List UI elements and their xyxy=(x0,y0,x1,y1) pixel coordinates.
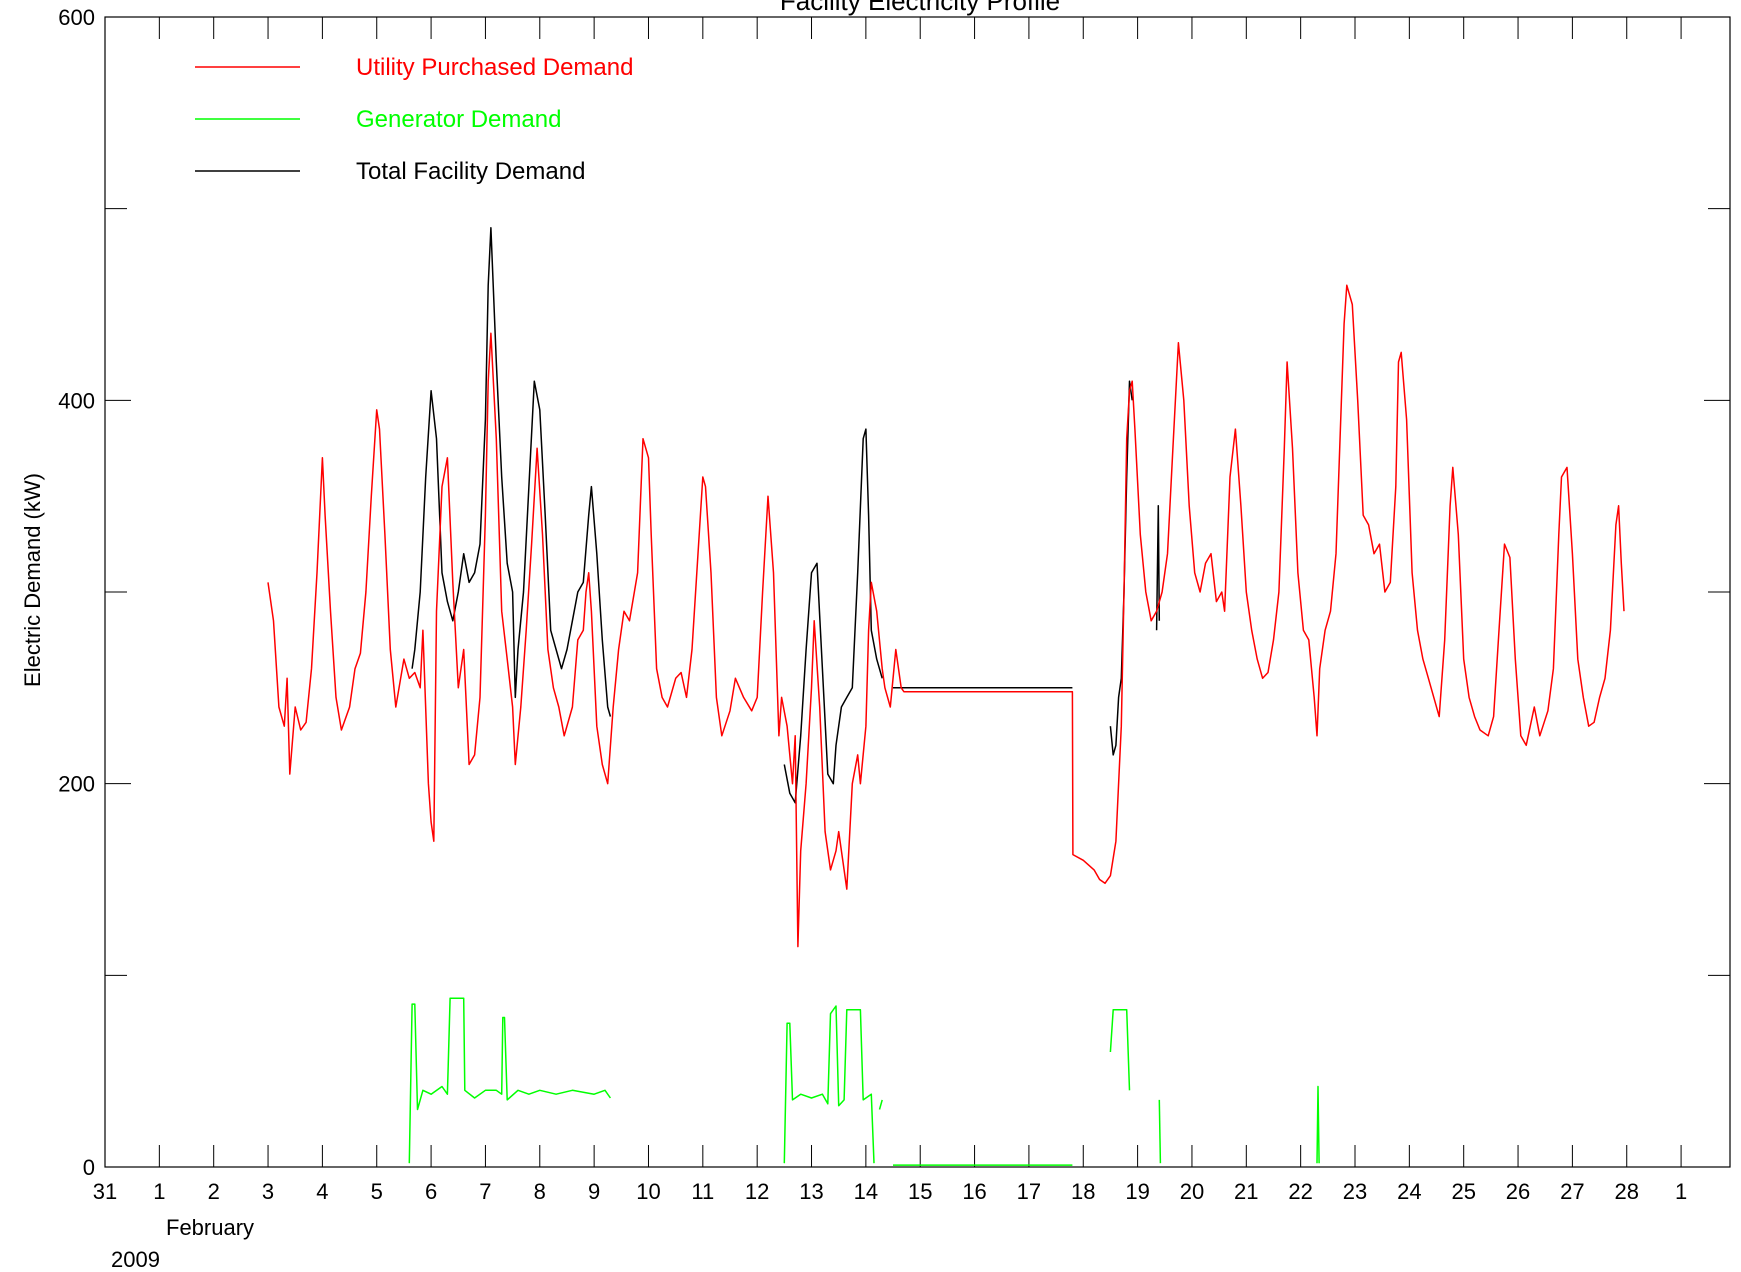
chart-title: Facility Electricity Profile xyxy=(780,0,1060,16)
month-label: February xyxy=(166,1215,254,1240)
y-tick-label: 600 xyxy=(58,5,95,30)
y-tick-label: 0 xyxy=(83,1155,95,1180)
series-layer xyxy=(267,227,1625,1166)
series-line-total-facility-demand xyxy=(1155,505,1161,631)
year-label: 2009 xyxy=(111,1247,160,1272)
legend-label-utility-purchased-demand: Utility Purchased Demand xyxy=(356,54,633,81)
x-tick-label: 10 xyxy=(636,1179,660,1204)
y-axis-title: Electric Demand (kW) xyxy=(20,473,45,687)
x-tick-label: 28 xyxy=(1614,1179,1638,1204)
x-tick-label: 25 xyxy=(1451,1179,1475,1204)
series-line-total-facility-demand xyxy=(411,227,612,717)
series-line-generator-demand xyxy=(1316,1085,1320,1164)
legend: Utility Purchased Demand Generator Demand… xyxy=(195,54,633,185)
x-tick-label: 19 xyxy=(1125,1179,1149,1204)
x-tick-label: 1 xyxy=(1675,1179,1687,1204)
series-line-generator-demand xyxy=(878,1099,883,1110)
x-tick-label: 1 xyxy=(153,1179,165,1204)
series-line-generator-demand xyxy=(1158,1099,1162,1164)
legend-label-total-facility-demand: Total Facility Demand xyxy=(356,158,585,185)
x-tick-label: 20 xyxy=(1180,1179,1204,1204)
x-tick-label: 15 xyxy=(908,1179,932,1204)
x-tick-label: 3 xyxy=(262,1179,274,1204)
x-tick-label: 6 xyxy=(425,1179,437,1204)
x-tick-label: 17 xyxy=(1017,1179,1041,1204)
series-line-generator-demand xyxy=(408,997,612,1164)
x-tick-label: 31 xyxy=(93,1179,117,1204)
x-tick-label: 18 xyxy=(1071,1179,1095,1204)
x-tick-label: 27 xyxy=(1560,1179,1584,1204)
x-tick-label: 7 xyxy=(479,1179,491,1204)
y-tick-label: 400 xyxy=(58,388,95,413)
x-tick-label: 8 xyxy=(534,1179,546,1204)
series-line-generator-demand xyxy=(1109,1009,1131,1091)
x-tick-label: 24 xyxy=(1397,1179,1421,1204)
x-tick-label: 26 xyxy=(1506,1179,1530,1204)
x-tick-label: 23 xyxy=(1343,1179,1367,1204)
x-tick-label: 11 xyxy=(691,1179,714,1204)
x-axis: 31 1 2 3 4 5 6 7 8 9 10 11 12 13 14 15 16 17 18 19 20 21 22 23 2… xyxy=(93,17,1687,1204)
x-tick-label: 9 xyxy=(588,1179,600,1204)
x-tick-label: 21 xyxy=(1234,1179,1258,1204)
x-tick-label: 14 xyxy=(854,1179,878,1204)
series-line-generator-demand xyxy=(783,1005,875,1164)
y-axis: 0 200 400 600 xyxy=(58,5,1730,1180)
x-tick-label: 5 xyxy=(371,1179,383,1204)
legend-label-generator-demand: Generator Demand xyxy=(356,106,561,133)
x-tick-label: 22 xyxy=(1288,1179,1312,1204)
x-tick-label: 12 xyxy=(745,1179,769,1204)
x-tick-label: 2 xyxy=(208,1179,220,1204)
x-tick-label: 4 xyxy=(316,1179,328,1204)
series-line-utility-purchased-demand xyxy=(267,284,1625,948)
series-line-total-facility-demand xyxy=(783,428,883,804)
x-tick-label: 13 xyxy=(799,1179,823,1204)
y-tick-label: 200 xyxy=(58,772,95,797)
x-tick-label: 16 xyxy=(962,1179,986,1204)
